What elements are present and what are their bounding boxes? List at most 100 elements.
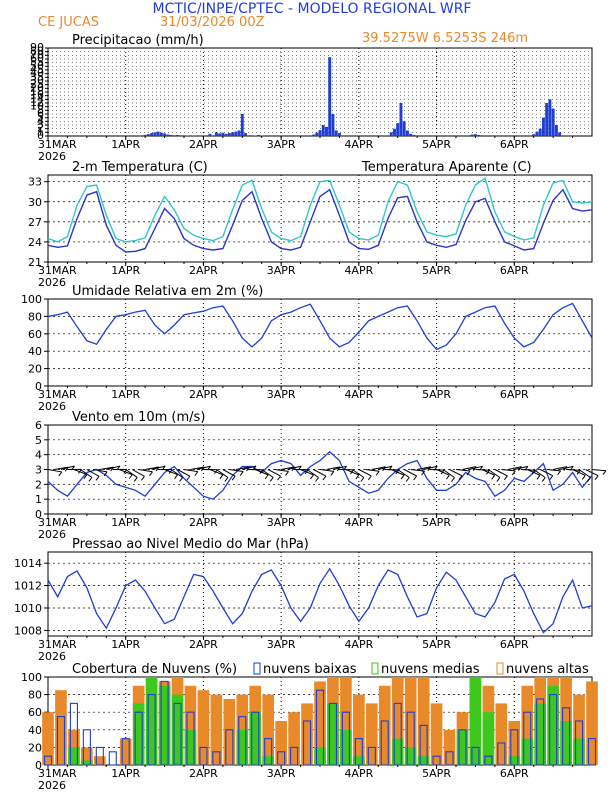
wind-barb-feather (239, 471, 244, 476)
clouds-bar-nuvens-medias (184, 729, 197, 765)
clouds-bar-nuvens-baixas (354, 738, 363, 766)
clouds-bar-nuvens-baixas (160, 680, 169, 766)
clouds-bar-nuvens-baixas (69, 702, 78, 766)
clouds-bar-nuvens-baixas (587, 738, 597, 766)
precip-bar (163, 133, 167, 136)
clouds-bar-nuvens-altas (262, 694, 275, 765)
pressure-y-tick-label: 1008 (14, 624, 42, 637)
precip-y-tick-label: 20 (30, 81, 44, 94)
precip-y-tick-label: 0 (37, 129, 44, 142)
precip-y-tick-label: 10 (30, 100, 44, 113)
wind-barb-feather (103, 471, 108, 477)
panel-precip: 31MAR 1APR 2APR 3APR 4APR 5APR 6APR2026Precipi… (30, 33, 593, 163)
precip-bar (393, 128, 396, 136)
clouds-bar-nuvens-baixas (238, 716, 247, 766)
wind-barb-feather (541, 477, 546, 482)
humidity-series (47, 302, 593, 351)
clouds-bar-nuvens-medias (534, 703, 547, 765)
precip-bar (318, 130, 322, 136)
pressure-y-tick-label: 1012 (14, 580, 42, 593)
wind-barb-feather (186, 475, 191, 481)
wind-barb (501, 469, 516, 472)
temperature-y-tick-label: 30 (28, 196, 42, 209)
wind-barb-feather (355, 474, 360, 480)
clouds-bar-nuvens-medias (417, 756, 430, 765)
clouds-x-tick-label: 1APR (111, 767, 140, 780)
wind-barb (591, 469, 606, 472)
clouds-bar-nuvens-altas (521, 685, 534, 765)
wind-barb (442, 469, 455, 478)
wind-barb (196, 465, 211, 470)
clouds-bar-nuvens-baixas (56, 716, 65, 766)
wind-barb-feather (179, 477, 183, 482)
wind-barb (267, 469, 281, 477)
clouds-x-tick-label: 4APR (344, 767, 373, 780)
precip-x-tick-label: 31MAR (38, 138, 77, 151)
humidity-y-tick-label: 80 (28, 310, 42, 323)
clouds-y-tick-label: 80 (28, 689, 42, 702)
precip-x-tick-label: 1APR (111, 138, 140, 151)
temperature-x-tick-label: 3APR (267, 264, 296, 277)
precip-y-tick-label: 35 (30, 70, 44, 83)
wind-barb-feather (421, 470, 425, 476)
humidity-year-label: 2026 (38, 400, 66, 413)
pressure-x-tick-label: 3APR (267, 638, 296, 651)
precip-bar (150, 133, 154, 136)
wind-barb (216, 469, 229, 478)
wind-barb (106, 465, 120, 470)
precip-bar (182, 135, 186, 136)
precip-bar (334, 130, 338, 136)
wind-barb (222, 469, 236, 477)
clouds-bar-nuvens-medias (171, 694, 184, 765)
precip-bar (227, 133, 231, 136)
clouds-bar-nuvens-medias (508, 756, 521, 765)
precip-bar (214, 132, 218, 136)
wind-barb (378, 465, 393, 470)
clouds-bar-nuvens-baixas (445, 751, 454, 766)
clouds-bar-nuvens-altas (81, 747, 93, 765)
humidity-y-tick-label: 0 (35, 380, 42, 393)
precip-bar (166, 134, 170, 136)
precip-y-tick-label: 8 (37, 103, 44, 116)
precip-bar (554, 125, 558, 136)
wind-barb-feather (511, 470, 516, 476)
precip-bar (221, 132, 225, 136)
temperature-y-tick-label: 24 (28, 236, 42, 249)
precip-bar (396, 123, 400, 136)
wind-barb (164, 469, 178, 476)
clouds-x-tick-label: 6APR (500, 767, 529, 780)
wind-barb-feather (231, 475, 236, 481)
precip-bar (208, 133, 212, 136)
humidity-title: Umidade Relativa em 2m (%) (72, 284, 263, 299)
clouds-y-tick-label: 40 (28, 724, 42, 737)
clouds-bar-nuvens-medias (547, 685, 559, 765)
temperature-y-tick-label: 33 (28, 176, 42, 189)
temperature-frame (47, 174, 593, 263)
precip-bar (467, 135, 471, 136)
clouds-bar-nuvens-baixas (173, 702, 182, 766)
clouds-bar-nuvens-altas (573, 694, 585, 765)
precip-bar (146, 134, 150, 136)
humidity-x-tick-label: 4APR (344, 388, 373, 401)
wind-barb-feather (141, 475, 145, 481)
precip-bar (402, 121, 406, 136)
precip-bar (477, 134, 481, 136)
clouds-bar-nuvens-medias (158, 685, 171, 765)
precip-bar (176, 134, 179, 136)
wind-barb-feather (360, 477, 365, 482)
wind-barb (365, 469, 380, 472)
wind-barb (235, 466, 250, 470)
wind-barb-feather (496, 477, 501, 482)
coordinates-label: 39.5275W 6.5253S 246m (362, 31, 528, 46)
precip-title: Precipitacao (mm/h) (72, 33, 204, 48)
clouds-legend-swatch (496, 662, 504, 675)
humidity-x-tick-label: 2APR (189, 388, 218, 401)
precip-bar (159, 132, 163, 136)
temperature-x-tick-label: 1APR (111, 264, 140, 277)
precip-bar (172, 135, 176, 136)
clouds-bar-nuvens-medias (314, 747, 326, 765)
temperature-y-tick-label: 21 (28, 256, 42, 269)
wind-barb-feather (174, 474, 178, 480)
wind-barb-feather (330, 471, 335, 476)
